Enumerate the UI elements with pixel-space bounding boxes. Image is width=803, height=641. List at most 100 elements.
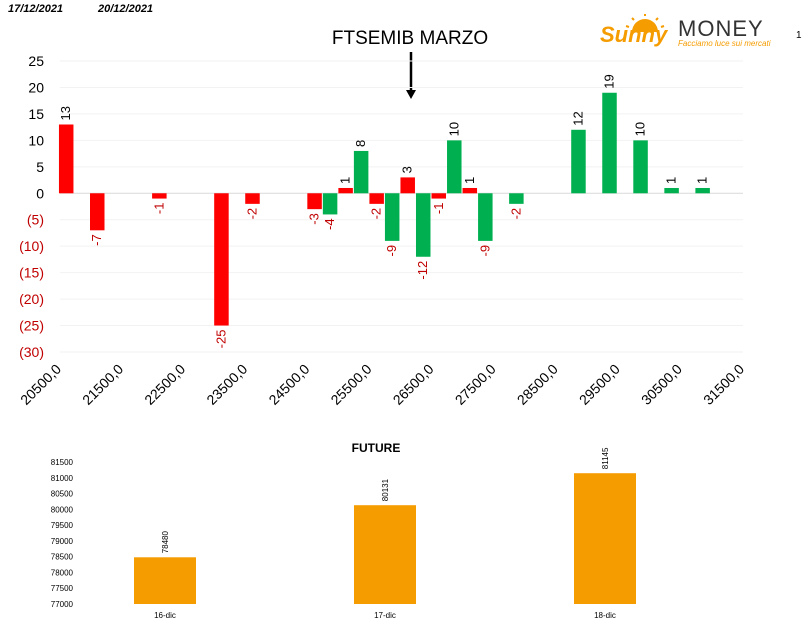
- data-label: -2: [244, 208, 259, 220]
- chart-bar: [478, 193, 493, 241]
- x-tick-label: 22500,0: [141, 361, 188, 408]
- chart-bar: [214, 193, 229, 326]
- x-axis-labels: 20500,0 21500,0 22500,0 23500,0 24500,0 25500…: [17, 361, 747, 408]
- y-tick-label: 20: [28, 79, 44, 95]
- data-label: 12: [570, 111, 585, 125]
- data-label: -7: [89, 234, 104, 246]
- future-data-label: 81145: [601, 447, 610, 469]
- y-tick-label: 0: [36, 185, 44, 201]
- future-y-tick-label: 80000: [51, 505, 74, 514]
- future-y-tick-label: 79000: [51, 537, 74, 546]
- data-label: -1: [431, 203, 446, 215]
- x-tick-label: 23500,0: [203, 361, 250, 408]
- chart-bar: [152, 193, 167, 199]
- data-label: -25: [213, 330, 228, 349]
- data-label: 1: [462, 177, 477, 184]
- future-y-tick-label: 77500: [51, 584, 74, 593]
- x-tick-label: 31500,0: [700, 361, 747, 408]
- y-tick-label: (30): [19, 344, 44, 360]
- data-label: -2: [508, 208, 523, 220]
- y-tick-label: (20): [19, 291, 44, 307]
- future-y-tick-label: 81000: [51, 474, 74, 483]
- chart-bar: [633, 140, 648, 194]
- data-label: 10: [633, 122, 648, 136]
- x-tick-label: 27500,0: [452, 361, 499, 408]
- data-label: 1: [664, 177, 679, 184]
- future-data-label: 80131: [381, 478, 390, 501]
- future-y-tick-label: 81500: [51, 458, 74, 467]
- future-x-tick-label: 18-dic: [594, 611, 616, 620]
- chart-bar: [245, 193, 260, 204]
- y-tick-label: (25): [19, 318, 44, 334]
- x-tick-label: 28500,0: [514, 361, 561, 408]
- future-x-tick-label: 16-dic: [154, 611, 176, 620]
- chart-bar: [571, 129, 586, 194]
- x-tick-label: 25500,0: [327, 361, 374, 408]
- data-label: 8: [353, 140, 368, 147]
- future-y-tick-label: 79500: [51, 521, 74, 530]
- x-tick-label: 21500,0: [79, 361, 126, 408]
- data-label: -1: [151, 203, 166, 215]
- page-number: 1: [796, 30, 802, 41]
- y-tick-label: (15): [19, 265, 44, 281]
- future-y-axis-labels: 81500 81000 80500 80000 79500 79000 78500 78000…: [51, 458, 74, 609]
- chart-gridlines: [60, 60, 743, 353]
- data-label: 1: [338, 177, 353, 184]
- chart-bar: [431, 193, 447, 199]
- data-label: -9: [477, 245, 492, 257]
- future-y-tick-label: 80500: [51, 490, 74, 499]
- data-label: 3: [400, 166, 415, 173]
- data-label: -12: [415, 261, 430, 280]
- y-tick-label: 15: [28, 106, 44, 122]
- chart-bar: [447, 140, 462, 194]
- page-title: FTSEMIB MARZO: [331, 28, 489, 49]
- x-tick-label: 24500,0: [265, 361, 312, 408]
- future-chart-title: FUTURE: [352, 441, 401, 455]
- y-axis-labels: 25 20 15 10 5 0 (5) (10) (15) (20) (25) (30): [19, 53, 44, 360]
- future-bar: [354, 505, 416, 604]
- data-label: -4: [322, 218, 337, 230]
- future-data-labels: 78480 80131 81145: [161, 447, 610, 553]
- x-tick-label: 20500,0: [17, 361, 64, 408]
- data-label: -2: [369, 208, 384, 220]
- future-x-axis-labels: 16-dic 17-dic 18-dic: [154, 611, 616, 620]
- chart-bar: [322, 193, 338, 215]
- y-tick-label: (10): [19, 238, 44, 254]
- y-tick-label: 25: [28, 53, 44, 69]
- data-label: 13: [58, 106, 73, 120]
- date-to: 20/12/2021: [98, 3, 154, 15]
- future-x-tick-label: 17-dic: [374, 611, 396, 620]
- chart-bar: [384, 193, 400, 241]
- data-label: 10: [446, 122, 461, 136]
- x-tick-label: 26500,0: [390, 361, 437, 408]
- chart-bar: [338, 187, 353, 194]
- x-tick-label: 29500,0: [576, 361, 623, 408]
- logo-brand-left: Sunny: [600, 22, 669, 47]
- future-chart: FUTURE 81500 81000 80500 80000 79500 79000 785…: [51, 441, 636, 620]
- future-y-tick-label: 78000: [51, 568, 74, 577]
- chart-bar: [307, 193, 322, 210]
- future-y-tick-label: 78500: [51, 553, 74, 562]
- chart-bar: [400, 177, 415, 194]
- chart-bar: [509, 193, 524, 204]
- chart-bar: [58, 124, 74, 194]
- chart-bar: [369, 193, 384, 204]
- chart-data-labels: 13 -7 -1 -25 -2 -3 1 -2 3 -1 1 -4 8 -9 -12 10 -9 -2 12 19 10…: [58, 74, 709, 348]
- future-bar: [574, 473, 636, 604]
- y-tick-label: 5: [36, 159, 44, 175]
- chart-bar: [415, 193, 431, 257]
- future-y-tick-label: 77000: [51, 600, 74, 609]
- chart-bar: [462, 187, 478, 194]
- down-arrow-icon: [406, 52, 416, 99]
- chart-bar: [90, 193, 105, 231]
- chart-bar: [602, 92, 617, 194]
- data-label: 1: [695, 177, 710, 184]
- data-label: -9: [384, 245, 399, 257]
- chart-bars: [58, 92, 710, 326]
- y-tick-label: (5): [27, 212, 44, 228]
- x-tick-label: 30500,0: [638, 361, 685, 408]
- sun-icon: [625, 14, 665, 32]
- date-from: 17/12/2021: [8, 3, 64, 15]
- future-data-label: 78480: [161, 531, 170, 554]
